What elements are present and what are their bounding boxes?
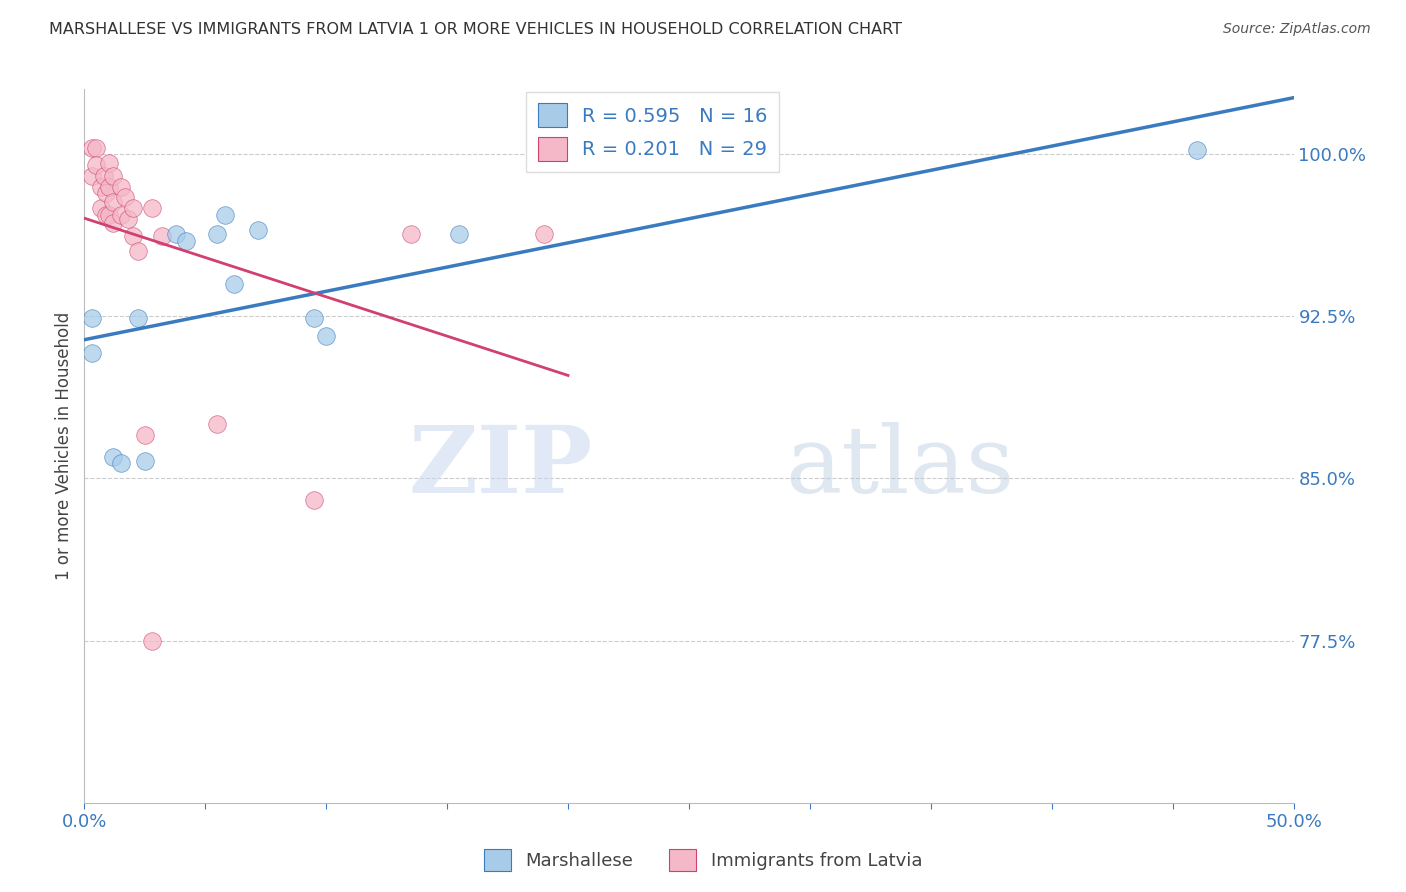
Point	[134, 454, 156, 468]
Point	[103, 194, 125, 209]
Point	[224, 277, 246, 291]
Point	[121, 201, 143, 215]
Point	[80, 346, 103, 360]
Point	[94, 186, 117, 200]
Text: ZIP: ZIP	[408, 423, 592, 512]
Point	[90, 201, 112, 215]
Point	[86, 140, 108, 154]
Point	[97, 179, 120, 194]
Point	[110, 456, 132, 470]
Legend: R = 0.595   N = 16, R = 0.201   N = 29: R = 0.595 N = 16, R = 0.201 N = 29	[526, 92, 779, 172]
Y-axis label: 1 or more Vehicles in Household: 1 or more Vehicles in Household	[55, 312, 73, 580]
Point	[80, 140, 103, 154]
Text: atlas: atlas	[786, 423, 1015, 512]
Point	[207, 417, 229, 432]
Point	[134, 428, 156, 442]
Point	[302, 311, 325, 326]
Point	[141, 201, 163, 215]
Point	[97, 155, 120, 169]
Text: Source: ZipAtlas.com: Source: ZipAtlas.com	[1223, 22, 1371, 37]
Point	[117, 211, 139, 226]
Point	[315, 328, 337, 343]
Legend: Marshallese, Immigrants from Latvia: Marshallese, Immigrants from Latvia	[477, 842, 929, 879]
Point	[86, 158, 108, 172]
Text: MARSHALLESE VS IMMIGRANTS FROM LATVIA 1 OR MORE VEHICLES IN HOUSEHOLD CORRELATIO: MARSHALLESE VS IMMIGRANTS FROM LATVIA 1 …	[49, 22, 903, 37]
Point	[103, 450, 125, 464]
Point	[449, 227, 471, 241]
Point	[399, 227, 422, 241]
Point	[80, 311, 103, 326]
Point	[93, 169, 115, 183]
Point	[1185, 143, 1208, 157]
Point	[214, 208, 236, 222]
Point	[174, 234, 197, 248]
Point	[141, 633, 163, 648]
Point	[80, 169, 103, 183]
Point	[247, 223, 270, 237]
Point	[110, 208, 132, 222]
Point	[90, 179, 112, 194]
Point	[302, 493, 325, 508]
Point	[114, 190, 136, 204]
Point	[165, 227, 187, 241]
Point	[103, 216, 125, 230]
Point	[207, 227, 229, 241]
Point	[150, 229, 173, 244]
Point	[94, 208, 117, 222]
Point	[97, 208, 120, 222]
Point	[121, 229, 143, 244]
Point	[533, 227, 555, 241]
Point	[110, 179, 132, 194]
Point	[127, 244, 149, 259]
Point	[103, 169, 125, 183]
Point	[127, 311, 149, 326]
